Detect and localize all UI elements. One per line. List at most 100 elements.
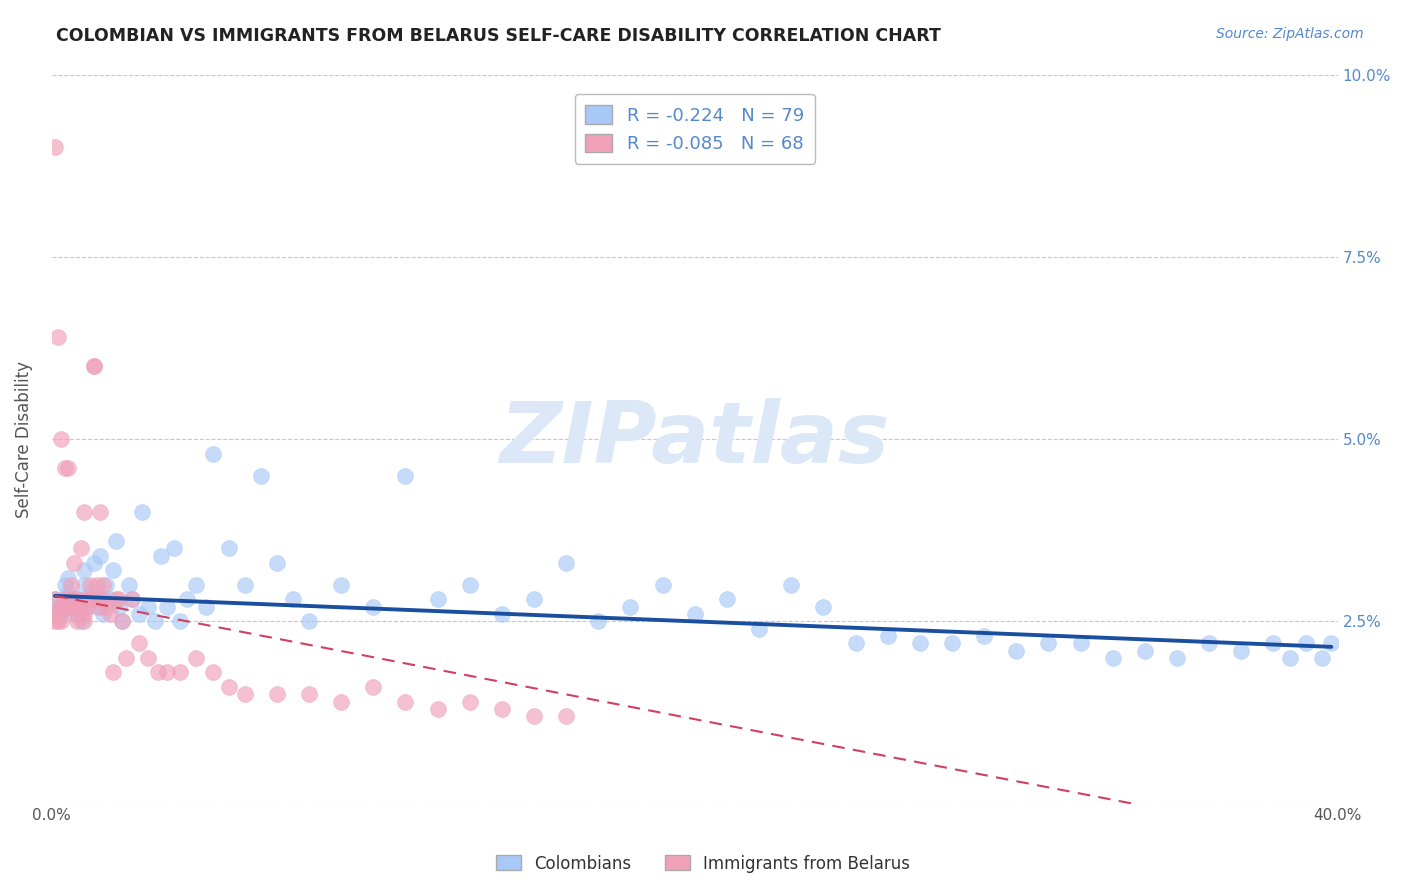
Point bbox=[156, 599, 179, 614]
Point bbox=[79, 592, 101, 607]
Point bbox=[128, 607, 150, 621]
Point bbox=[91, 607, 114, 621]
Point bbox=[73, 607, 96, 621]
Point bbox=[1230, 643, 1253, 657]
Point bbox=[1320, 636, 1343, 650]
Point bbox=[716, 592, 738, 607]
Text: COLOMBIAN VS IMMIGRANTS FROM BELARUS SELF-CARE DISABILITY CORRELATION CHART: COLOMBIAN VS IMMIGRANTS FROM BELARUS SEL… bbox=[56, 27, 941, 45]
Point bbox=[588, 615, 610, 629]
Point bbox=[426, 702, 449, 716]
Point bbox=[44, 592, 66, 607]
Legend: R = -0.224   N = 79, R = -0.085   N = 68: R = -0.224 N = 79, R = -0.085 N = 68 bbox=[575, 95, 815, 164]
Point bbox=[73, 505, 96, 519]
Text: Source: ZipAtlas.com: Source: ZipAtlas.com bbox=[1216, 27, 1364, 41]
Point bbox=[233, 687, 256, 701]
Point bbox=[973, 629, 995, 643]
Point bbox=[118, 578, 141, 592]
Point bbox=[131, 505, 153, 519]
Point bbox=[330, 694, 353, 708]
Point bbox=[683, 607, 706, 621]
Point bbox=[105, 534, 128, 549]
Point bbox=[1005, 643, 1028, 657]
Point bbox=[458, 694, 481, 708]
Point bbox=[491, 607, 513, 621]
Point bbox=[1198, 636, 1220, 650]
Point bbox=[780, 578, 803, 592]
Point bbox=[169, 665, 191, 680]
Point bbox=[121, 592, 143, 607]
Point bbox=[63, 599, 86, 614]
Point bbox=[44, 592, 66, 607]
Point bbox=[114, 650, 136, 665]
Point bbox=[555, 709, 578, 723]
Point bbox=[98, 592, 121, 607]
Point bbox=[156, 665, 179, 680]
Point bbox=[73, 578, 96, 592]
Point bbox=[136, 599, 159, 614]
Point bbox=[46, 615, 69, 629]
Point bbox=[91, 592, 114, 607]
Point bbox=[73, 615, 96, 629]
Point bbox=[66, 615, 89, 629]
Point bbox=[53, 592, 76, 607]
Point bbox=[195, 599, 218, 614]
Point bbox=[361, 599, 384, 614]
Point bbox=[186, 650, 208, 665]
Point bbox=[51, 615, 73, 629]
Point bbox=[60, 599, 83, 614]
Point bbox=[56, 571, 79, 585]
Point bbox=[96, 578, 118, 592]
Point bbox=[233, 578, 256, 592]
Point bbox=[523, 592, 546, 607]
Point bbox=[79, 585, 101, 599]
Point bbox=[44, 140, 66, 154]
Point bbox=[150, 549, 173, 563]
Point bbox=[51, 607, 73, 621]
Point bbox=[651, 578, 673, 592]
Point bbox=[105, 592, 128, 607]
Point bbox=[908, 636, 931, 650]
Point bbox=[748, 622, 770, 636]
Point bbox=[1295, 636, 1317, 650]
Point bbox=[1038, 636, 1060, 650]
Point bbox=[143, 615, 166, 629]
Point bbox=[89, 549, 111, 563]
Point bbox=[813, 599, 835, 614]
Point bbox=[361, 680, 384, 694]
Point bbox=[111, 615, 134, 629]
Y-axis label: Self-Care Disability: Self-Care Disability bbox=[15, 360, 32, 517]
Point bbox=[458, 578, 481, 592]
Point bbox=[1133, 643, 1156, 657]
Point bbox=[44, 607, 66, 621]
Point bbox=[66, 607, 89, 621]
Point bbox=[108, 592, 131, 607]
Point bbox=[394, 468, 416, 483]
Point bbox=[298, 615, 321, 629]
Point bbox=[53, 599, 76, 614]
Point bbox=[844, 636, 866, 650]
Point bbox=[426, 592, 449, 607]
Point bbox=[91, 578, 114, 592]
Point bbox=[330, 578, 353, 592]
Point bbox=[1310, 650, 1333, 665]
Point bbox=[76, 599, 98, 614]
Point bbox=[298, 687, 321, 701]
Point bbox=[186, 578, 208, 592]
Point bbox=[63, 607, 86, 621]
Point bbox=[73, 563, 96, 577]
Point bbox=[98, 607, 121, 621]
Point bbox=[83, 359, 105, 373]
Point bbox=[89, 599, 111, 614]
Point bbox=[56, 461, 79, 475]
Point bbox=[51, 432, 73, 446]
Point bbox=[76, 599, 98, 614]
Point bbox=[266, 556, 288, 570]
Point bbox=[201, 665, 224, 680]
Point bbox=[281, 592, 304, 607]
Point bbox=[201, 447, 224, 461]
Point bbox=[46, 607, 69, 621]
Point bbox=[69, 541, 91, 556]
Point bbox=[83, 359, 105, 373]
Point bbox=[83, 556, 105, 570]
Point bbox=[60, 578, 83, 592]
